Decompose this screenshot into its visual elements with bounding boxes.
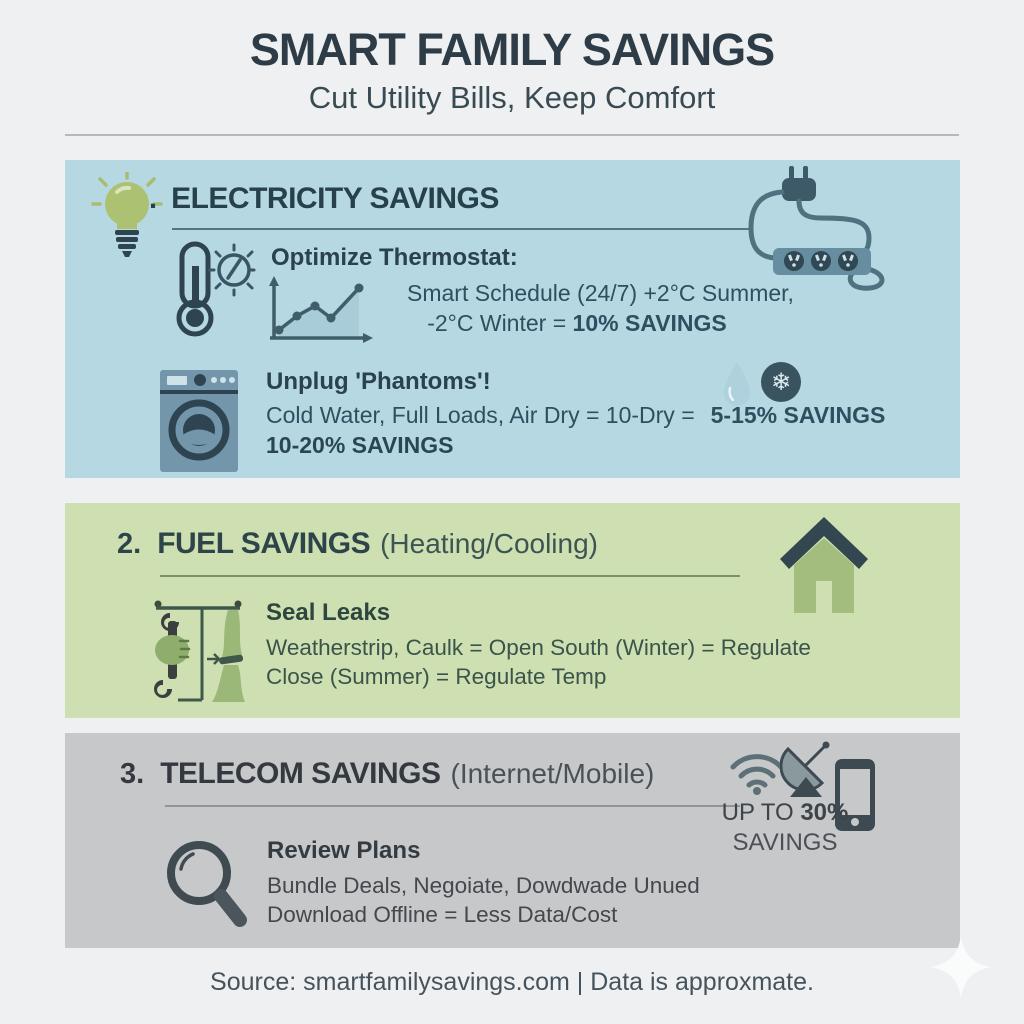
- review-line1: Bundle Deals, Negoiate, Dowdwade Unued: [267, 873, 700, 898]
- savings-badge-line2: SAVINGS: [732, 829, 838, 857]
- savings-badge: UP TO 30% SAVINGS: [705, 799, 865, 857]
- section-number: .: [149, 183, 158, 215]
- section-title: FUEL SAVINGS: [157, 527, 371, 560]
- window-seal-icon: [154, 600, 245, 702]
- thermometer-icon: [176, 241, 256, 337]
- power-strip-icon: [748, 166, 885, 291]
- sparkle-icon: [930, 936, 992, 998]
- page-subtitle: Cut Utility Bills, Keep Comfort: [308, 80, 716, 115]
- phantoms-line2: 10-20% SAVINGS: [266, 432, 454, 458]
- item-heading-phantoms: Unplug 'Phantoms'!: [266, 368, 491, 395]
- section-underline: [172, 228, 750, 230]
- section-number: 3.: [120, 758, 145, 790]
- page-title: SMART FAMILY SAVINGS: [249, 24, 775, 75]
- item-heading-seal: Seal Leaks: [266, 599, 391, 626]
- washing-machine-icon: [160, 370, 238, 472]
- section-electricity: . ELECTRICITY SAVINGS Optimize Thermosta…: [65, 160, 960, 478]
- smartphone-icon: [835, 759, 875, 831]
- seal-line1: Weatherstrip, Caulk = Open South (Winter…: [266, 635, 811, 660]
- phantoms-line1: Cold Water, Full Loads, Air Dry = 10-Dry…: [266, 402, 886, 428]
- item-heading-thermostat: Optimize Thermostat:: [271, 244, 518, 271]
- section-underline: [160, 575, 740, 577]
- review-line2: Download Offline = Less Data/Cost: [267, 902, 618, 927]
- section-title: TELECOM SAVINGS: [160, 757, 441, 790]
- search-icon: [167, 841, 247, 927]
- item-heading-review: Review Plans: [267, 837, 421, 864]
- section-underline: [165, 805, 740, 807]
- footer-source: Source: smartfamilysavings.com | Data is…: [210, 968, 814, 996]
- line-chart-icon: [269, 276, 373, 343]
- snowflake-icon: ❄: [761, 362, 801, 402]
- water-drop-icon: [724, 362, 750, 406]
- thermostat-dial-icon: [207, 243, 256, 297]
- seal-line2: Close (Summer) = Regulate Temp: [266, 664, 607, 689]
- section-fuel: 2. FUEL SAVINGS (Heating/Cooling) Seal L: [65, 503, 960, 718]
- section-subtitle: (Internet/Mobile): [450, 758, 655, 789]
- wifi-icon: [730, 754, 784, 795]
- plug-icon: [782, 166, 816, 201]
- section-telecom: 3. TELECOM SAVINGS (Internet/Mobile) Rev…: [65, 733, 960, 948]
- satellite-dish-icon: [780, 741, 830, 797]
- section-subtitle: (Heating/Cooling): [380, 528, 598, 559]
- section-title: ELECTRICITY SAVINGS: [171, 182, 499, 215]
- header-divider: [65, 134, 959, 136]
- lightbulb-icon: [91, 172, 163, 257]
- house-icon: [780, 517, 868, 613]
- thermostat-line2: -2°C Winter = 10% SAVINGS: [427, 310, 727, 336]
- thermostat-line1: Smart Schedule (24/7) +2°C Summer,: [407, 280, 794, 306]
- section-number: 2.: [117, 528, 142, 560]
